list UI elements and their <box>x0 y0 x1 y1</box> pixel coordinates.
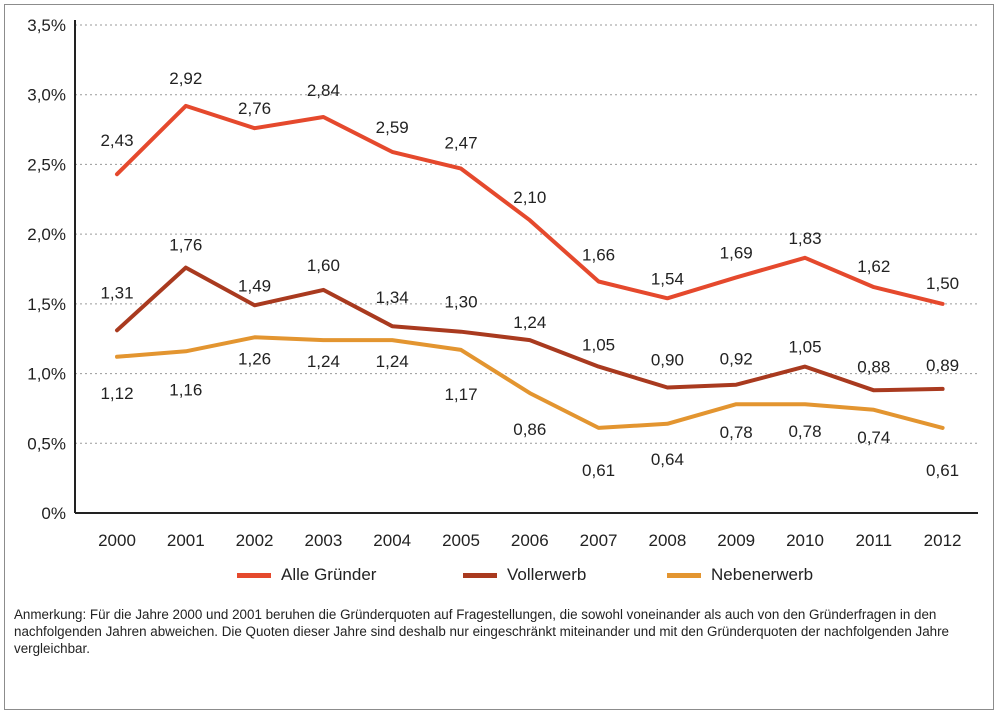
x-tick-label: 2011 <box>856 531 893 550</box>
data-label: 2,92 <box>169 69 202 88</box>
data-label: 1,34 <box>376 288 409 307</box>
data-label: 0,88 <box>857 357 890 376</box>
series-lines <box>115 103 945 430</box>
x-tick-label: 2006 <box>511 531 549 550</box>
x-tick-label: 2001 <box>167 531 205 550</box>
x-tick-label: 2004 <box>373 531 411 550</box>
data-label: 1,76 <box>169 236 202 255</box>
data-label: 0,64 <box>651 450 684 469</box>
data-label: 2,47 <box>444 134 477 153</box>
legend: Alle Gründer Vollerwerb Nebenerwerb <box>0 563 1000 593</box>
x-tick-label: 2002 <box>236 531 274 550</box>
y-tick-label: 3,0% <box>27 86 66 105</box>
data-label: 2,10 <box>513 188 546 207</box>
data-label: 0,90 <box>651 351 684 370</box>
y-tick-label: 1,0% <box>27 365 66 384</box>
data-label: 1,24 <box>376 352 409 371</box>
series-line-1 <box>115 103 945 306</box>
data-label: 0,78 <box>720 423 753 442</box>
data-labels: 2,43 2,92 2,76 2,84 2,59 2,47 2,10 1,66 1,54 1,69… <box>100 69 959 480</box>
data-label: 0,61 <box>926 461 959 480</box>
y-tick-label: 2,5% <box>27 155 66 174</box>
data-label: 2,59 <box>376 118 409 137</box>
data-label: 1,62 <box>857 257 890 276</box>
data-label: 1,83 <box>788 229 821 248</box>
data-label: 0,61 <box>582 461 615 480</box>
data-label: 1,31 <box>100 283 133 302</box>
legend-swatch <box>463 572 497 578</box>
axes <box>74 20 978 514</box>
legend-swatch <box>237 572 271 578</box>
x-tick-labels: 2000 2001 2002 2003 2004 2005 2006 2007 2008 2009… <box>98 531 961 550</box>
data-label: 1,60 <box>307 256 340 275</box>
data-label: 2,84 <box>307 81 340 100</box>
y-tick-labels: 0% 0,5% 1,0% 1,5% 2,0% 2,5% 3,0% 3,5% <box>27 16 66 523</box>
line-chart: 0%0,5%1,0%1,5%2,0%2,5%3,0%3,5% 2000 2001 2… <box>27 16 978 550</box>
legend-swatch <box>667 572 701 578</box>
data-label: 0,86 <box>513 420 546 439</box>
data-label: 1,66 <box>582 246 615 265</box>
y-tick-label: 2,0% <box>27 225 66 244</box>
data-label: 1,54 <box>651 269 684 288</box>
x-tick-label: 2007 <box>580 531 618 550</box>
x-tick-label: 2000 <box>98 531 136 550</box>
x-tick-label: 2012 <box>924 531 962 550</box>
data-label: 1,17 <box>444 385 477 404</box>
data-label: 1,05 <box>788 338 821 357</box>
data-label: 1,12 <box>100 384 133 403</box>
y-tick-label: 3,5% <box>27 16 66 35</box>
data-label: 0,78 <box>788 422 821 441</box>
y-tick-label: 0,5% <box>27 434 66 453</box>
data-label: 1,69 <box>720 243 753 262</box>
legend-item: Vollerwerb <box>463 565 586 585</box>
legend-item: Nebenerwerb <box>667 565 813 585</box>
data-label: 2,76 <box>238 99 271 118</box>
data-label: 1,26 <box>238 349 271 368</box>
data-label: 0,92 <box>720 350 753 369</box>
data-label: 1,24 <box>513 313 546 332</box>
data-label: 1,30 <box>444 293 477 312</box>
series-line-2 <box>115 265 945 393</box>
series-line-3 <box>115 335 945 430</box>
x-tick-label: 2010 <box>786 531 824 550</box>
legend-label: Vollerwerb <box>507 565 587 584</box>
y-tick-label: 1,5% <box>27 295 66 314</box>
legend-label: Nebenerwerb <box>711 565 814 584</box>
data-label: 1,50 <box>926 274 959 293</box>
y-tick-label: 0% <box>41 504 66 523</box>
data-label: 1,16 <box>169 380 202 399</box>
x-tick-label: 2003 <box>304 531 342 550</box>
data-label: 1,24 <box>307 352 340 371</box>
x-tick-label: 2009 <box>717 531 755 550</box>
x-tick-label: 2008 <box>648 531 686 550</box>
grid-lines <box>75 24 978 444</box>
data-label: 2,43 <box>100 131 133 150</box>
x-tick-label: 2005 <box>442 531 480 550</box>
data-label: 0,74 <box>857 428 890 447</box>
footnote: Anmerkung: Für die Jahre 2000 und 2001 b… <box>14 607 949 656</box>
legend-label: Alle Gründer <box>281 565 377 584</box>
legend-item: Alle Gründer <box>237 565 376 585</box>
data-label: 1,49 <box>238 276 271 295</box>
data-label: 1,05 <box>582 336 615 355</box>
data-label: 0,89 <box>926 356 959 375</box>
